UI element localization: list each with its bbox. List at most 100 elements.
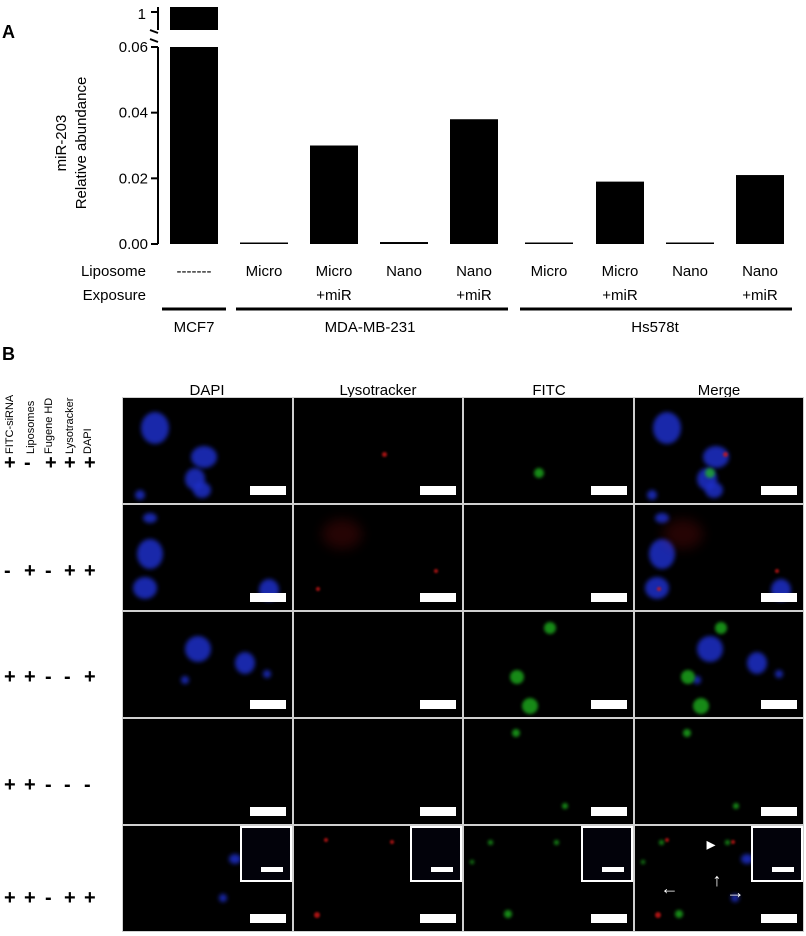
condition-sign: -	[64, 666, 71, 688]
scale-bar	[420, 914, 456, 923]
scale-bar	[249, 593, 286, 602]
cell-signal	[732, 803, 739, 809]
micrograph-dapi-row4	[122, 718, 293, 825]
scale-bar	[249, 700, 286, 709]
exposure-label-line2: +miR	[602, 287, 638, 304]
condition-sign: -	[45, 887, 52, 909]
scale-bar	[590, 700, 627, 709]
micrograph-lysotracker-row1	[292, 397, 463, 504]
cell-signal	[652, 412, 681, 444]
micrograph-lysotracker-row3	[292, 611, 463, 718]
y-tick-label: 1	[138, 6, 146, 23]
condition-sign: +	[64, 887, 76, 909]
cell-signal	[191, 446, 217, 468]
condition-header-1: Liposomes	[25, 400, 37, 454]
bar	[736, 175, 784, 244]
row-label-exposure: Exposure	[83, 287, 146, 304]
scale-bar	[761, 700, 797, 709]
condition-sign: +	[24, 560, 36, 582]
cell-signal	[512, 729, 520, 737]
condition-sign: -	[64, 774, 71, 796]
inset-scale-bar	[260, 867, 283, 872]
cell-signal	[692, 698, 709, 714]
micrograph-fitc-row2	[463, 504, 634, 611]
condition-sign: +	[4, 666, 16, 688]
condition-sign: +	[84, 666, 96, 688]
condition-sign: -	[45, 666, 52, 688]
condition-sign: +	[64, 560, 76, 582]
panel-a-label: A	[2, 22, 15, 42]
micrograph-fitc-row3	[463, 611, 634, 718]
bar	[240, 242, 288, 244]
cell-signal	[704, 468, 715, 478]
scale-bar	[420, 486, 456, 495]
bar	[380, 242, 428, 244]
cell-signal	[730, 894, 739, 902]
condition-sign: +	[4, 774, 16, 796]
condition-sign: +	[84, 452, 96, 474]
micrograph-dapi-row1	[122, 397, 293, 504]
cell-signal	[313, 912, 320, 918]
exposure-label-line2: +miR	[316, 287, 352, 304]
condition-header-2: Fugene HD	[43, 397, 55, 454]
cell-signal	[433, 569, 438, 573]
scale-bar	[420, 807, 456, 816]
scale-bar	[761, 914, 797, 923]
cell-signal	[137, 539, 163, 569]
y-axis-label-line2: Relative abundance	[73, 77, 90, 210]
y-tick-label: 0.00	[119, 236, 148, 253]
scale-bar	[761, 593, 797, 602]
condition-header-0: FITC-siRNA	[4, 394, 16, 454]
cell-signal	[746, 652, 767, 674]
scale-bar	[249, 486, 286, 495]
condition-sign: -	[4, 560, 11, 582]
condition-sign: +	[4, 452, 16, 474]
column-label-fitc: FITC	[532, 382, 566, 399]
cell-signal	[646, 490, 657, 500]
condition-sign: +	[24, 887, 36, 909]
column-label-dapi: DAPI	[189, 382, 225, 399]
axis-break-mark	[149, 38, 159, 43]
cell-signal	[321, 519, 362, 549]
condition-sign: +	[64, 452, 76, 474]
cell-signal	[381, 452, 387, 457]
zoom-inset	[751, 826, 803, 882]
cell-signal	[774, 569, 779, 573]
exposure-label-line2: +miR	[742, 287, 778, 304]
micrograph-fitc-row4	[463, 718, 634, 825]
exposure-label: -------	[177, 263, 212, 280]
condition-sign: -	[45, 560, 52, 582]
cell-signal	[740, 854, 753, 864]
bar-mcf7-upper	[170, 7, 218, 30]
micrograph-lysotracker-row2	[292, 504, 463, 611]
bar	[596, 181, 644, 244]
scale-bar	[590, 914, 627, 923]
micrograph-dapi-row2	[122, 504, 293, 611]
cell-signal	[263, 670, 271, 678]
cell-signal	[704, 482, 723, 498]
cell-signal	[229, 854, 241, 864]
exposure-label-line2: +miR	[456, 287, 492, 304]
cell-signal	[730, 840, 735, 844]
cell-signal	[714, 622, 727, 634]
group-label-mda: MDA-MB-231	[325, 319, 416, 336]
micrograph-dapi-row3	[122, 611, 293, 718]
micrograph-dapi-row5	[122, 825, 293, 932]
cell-signal	[656, 587, 661, 591]
condition-sign: -	[45, 774, 52, 796]
cell-signal	[544, 622, 556, 634]
zoom-inset	[239, 826, 292, 882]
exposure-label: Nano	[672, 263, 708, 280]
row-label-liposome: Liposome	[81, 263, 146, 280]
micrograph-merge-row5: ← ↑ → ▸	[633, 825, 804, 932]
y-axis-label-line1: miR-203	[53, 115, 70, 172]
y-tick-label: 0.02	[119, 170, 148, 187]
scale-bar	[590, 593, 627, 602]
cell-signal	[193, 482, 211, 498]
inset-scale-bar	[772, 867, 794, 872]
cell-signal	[554, 840, 559, 845]
exposure-label: Nano	[456, 263, 492, 280]
cell-signal	[680, 670, 695, 684]
scale-bar	[420, 700, 456, 709]
zoom-inset	[410, 826, 462, 882]
